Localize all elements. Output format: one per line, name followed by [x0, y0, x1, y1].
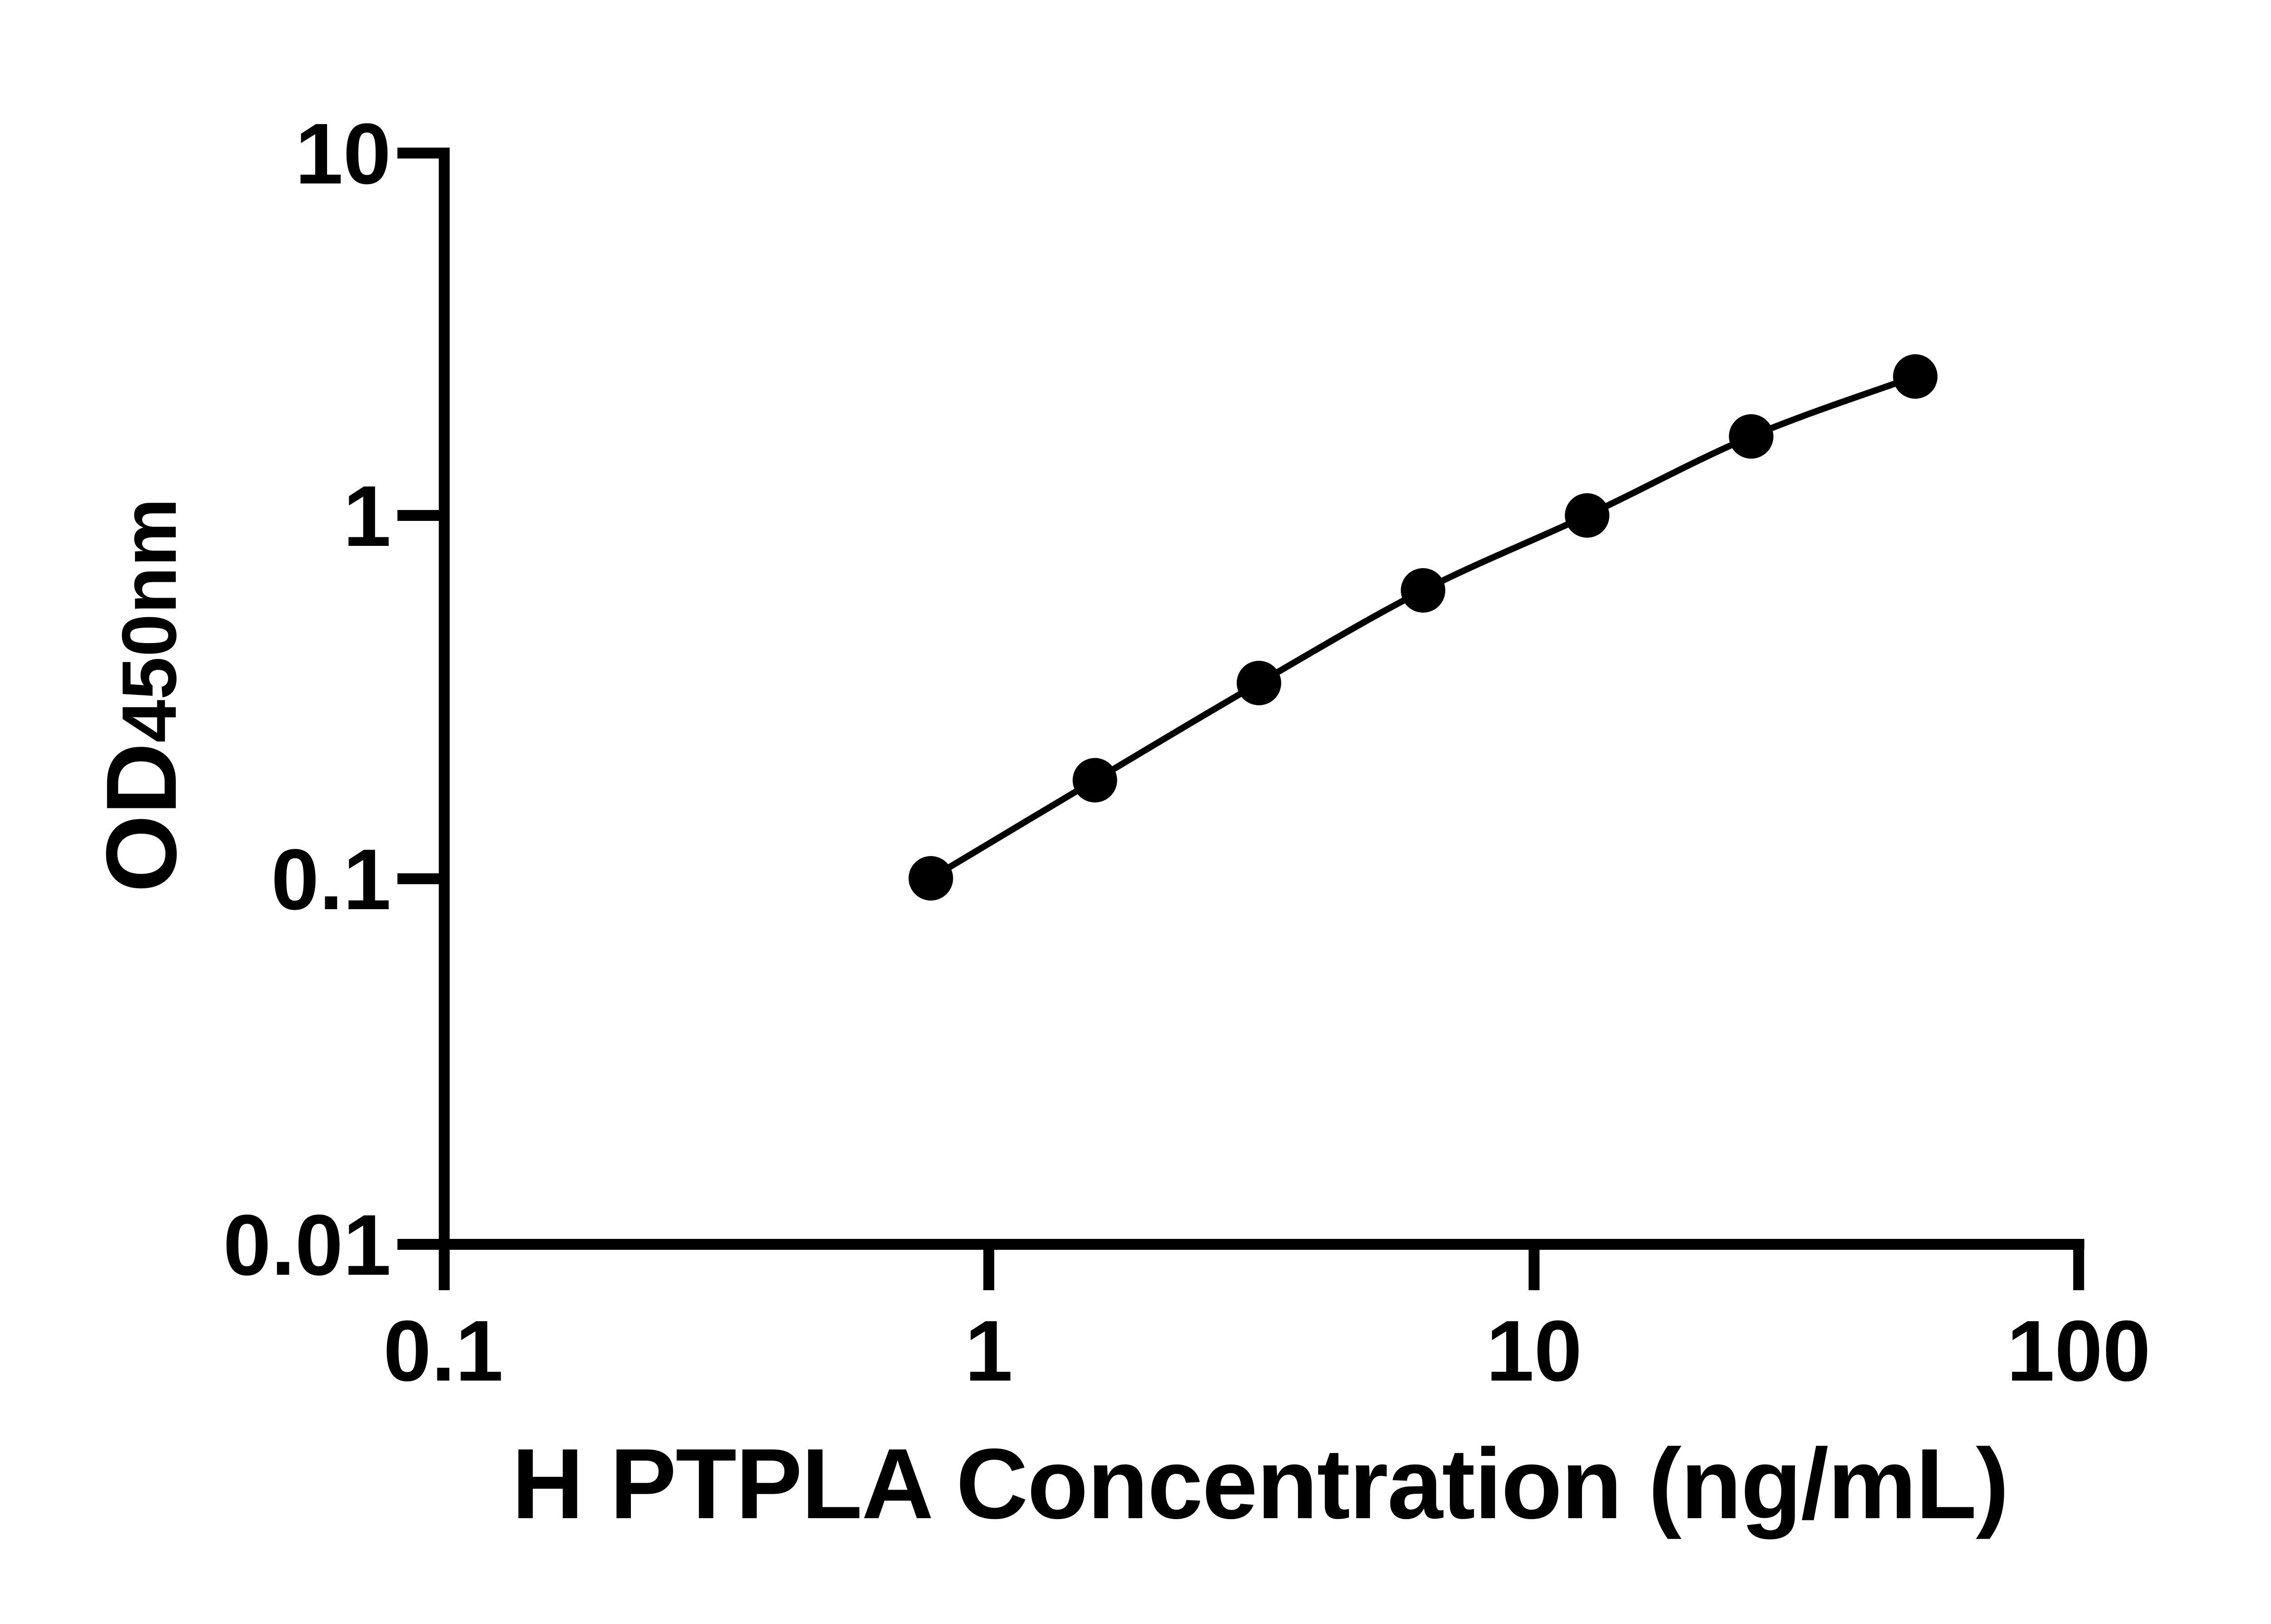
- svg-text:10: 10: [1486, 1303, 1582, 1399]
- svg-text:OD450nm: OD450nm: [85, 498, 197, 893]
- svg-text:10: 10: [295, 106, 391, 202]
- svg-text:1: 1: [343, 468, 391, 564]
- svg-text:1: 1: [965, 1303, 1013, 1399]
- svg-text:0.1: 0.1: [271, 832, 391, 928]
- svg-text:0.01: 0.01: [223, 1197, 391, 1293]
- svg-text:H PTPLA Concentration (ng/mL): H PTPLA Concentration (ng/mL): [512, 1428, 2008, 1540]
- svg-text:100: 100: [2007, 1303, 2151, 1399]
- svg-text:0.1: 0.1: [383, 1303, 503, 1399]
